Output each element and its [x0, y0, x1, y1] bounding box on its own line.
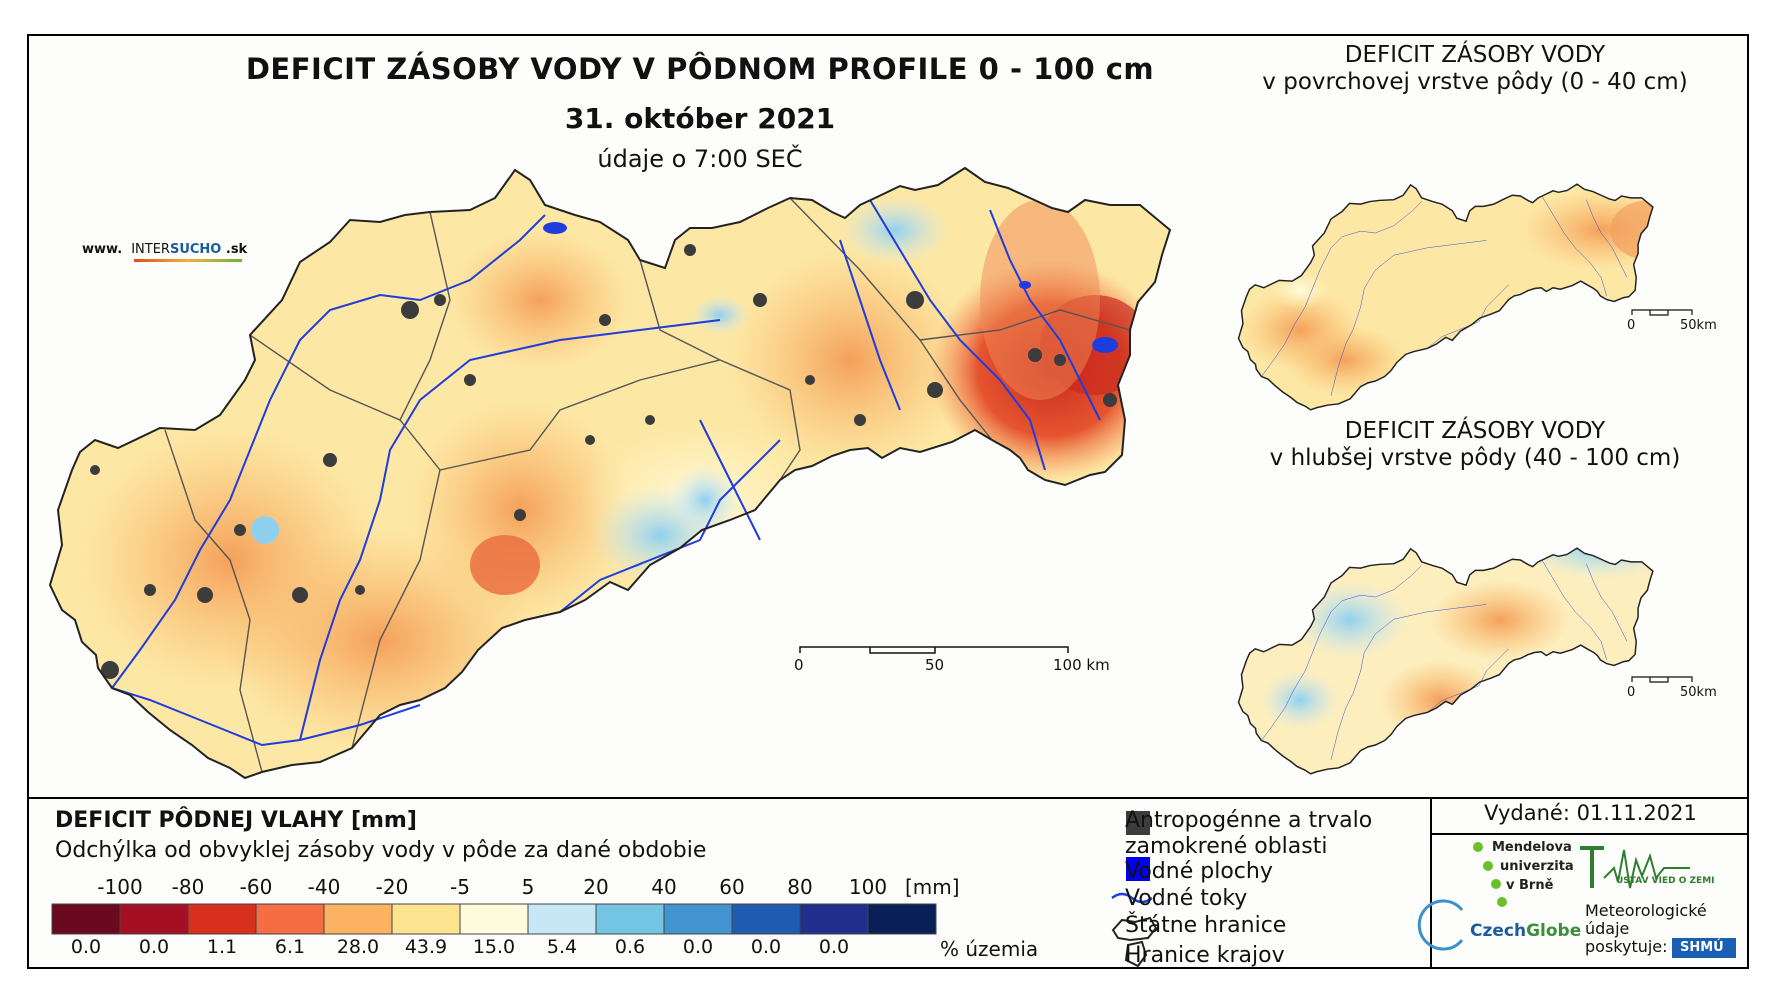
czechglobe-logo: CzechGlobe: [1470, 921, 1582, 941]
inset-bottom-map: [1237, 547, 1654, 775]
legend-percent-label: 0.0: [818, 936, 850, 958]
issued-hline: [1430, 833, 1749, 835]
main-map: [49, 167, 1171, 779]
legend-tick-label: -5: [450, 875, 470, 899]
legend-color-bar: [51, 903, 937, 935]
legend-subtitle: Odchýlka od obvyklej zásoby vody v pôde …: [55, 838, 707, 863]
map-title: DEFICIT ZÁSOBY VODY V PÔDNOM PROFILE 0 -…: [245, 52, 1155, 86]
legend-tick-label: -20: [375, 875, 409, 899]
legend-swatch: [323, 903, 393, 935]
shmu-logo: SHMÚ: [1680, 940, 1724, 955]
shmu-mark: [1672, 938, 1736, 958]
legend-swatch: [527, 903, 597, 935]
meteo-provider: Meteorologické údaje poskytuje:: [1585, 901, 1707, 956]
legend-swatch: [663, 903, 733, 935]
orange-zone-ne: [980, 200, 1100, 400]
map-date: 31. október 2021: [564, 102, 836, 135]
legend-swatch: [867, 903, 937, 935]
legend-swatch: [255, 903, 325, 935]
inset-top-scale: [1631, 309, 1693, 316]
legend-tick-label: -40: [307, 875, 341, 899]
mendel-dots: [1473, 842, 1507, 907]
water-body-swatch: [1126, 857, 1150, 881]
rivers-main: [111, 199, 1101, 747]
legend-swatch: [51, 903, 121, 935]
legend-tick-label: -60: [239, 875, 273, 899]
legend-percent-label: 43.9: [404, 936, 448, 958]
inset-bottom-scale-50: 50km: [1680, 685, 1717, 700]
legend-tick-label: 5: [521, 875, 535, 899]
legend-tick-label: 60: [719, 875, 745, 899]
blue-spot-west: [251, 516, 279, 544]
main-scale-label-0: 0: [794, 656, 804, 674]
legend-tick-label: 80: [787, 875, 813, 899]
website-logo[interactable]: www. INTERSUCHO .sk: [82, 242, 247, 262]
legend-percent-label: 0.6: [614, 936, 646, 958]
urban-areas-main: [90, 244, 1117, 679]
legend-percent-label: 0.0: [138, 936, 170, 958]
mendel-line1: Mendelova: [1492, 840, 1572, 855]
river-swatch: [1111, 892, 1153, 904]
legend-percent-label: 5.4: [546, 936, 578, 958]
inset-top-map: [1237, 183, 1654, 411]
blue-zone-north: [690, 295, 750, 335]
legend-tick-label: 20: [583, 875, 609, 899]
inset-bottom-scale: [1631, 676, 1693, 683]
legend-divider: [27, 797, 1749, 799]
anthropogenic-swatch: [1126, 811, 1150, 835]
legend-percent-label: 0.0: [682, 936, 714, 958]
key-state-border: Štátne hranice: [1125, 913, 1287, 938]
legend-swatch: [459, 903, 529, 935]
region-borders: [164, 197, 1131, 773]
legend-tick-label: 100: [848, 875, 888, 899]
inset-bottom-scale-0: 0: [1627, 685, 1636, 700]
legend-swatch: [731, 903, 801, 935]
key-rivers: Vodné toky: [1125, 886, 1248, 911]
blue-zone-center: [670, 465, 740, 535]
legend-percent-label: 0.0: [750, 936, 782, 958]
legend-swatch: [391, 903, 461, 935]
legend-tick-label: -80: [171, 875, 205, 899]
legend-percent-label: 6.1: [274, 936, 306, 958]
region-border-swatch: [1124, 940, 1148, 968]
legend-percent-label: 15.0: [472, 936, 516, 958]
blue-zone-northeast: [840, 195, 950, 265]
issued-date: Vydané: 01.11.2021: [1484, 801, 1697, 825]
legend-percent-label: 0.0: [70, 936, 102, 958]
inset-top-scale-0: 0: [1627, 318, 1636, 333]
mendel-line2: univerzita: [1500, 859, 1574, 874]
legend-tick-label: 40: [651, 875, 677, 899]
ustav-label: ÚSTAV VIED O ZEMI: [1616, 876, 1715, 886]
red-spot-central: [470, 535, 540, 595]
logo-underline: [134, 259, 242, 262]
legend-tick-label: -100: [97, 875, 143, 899]
legend-title: DEFICIT PÔDNEJ VLAHY [mm]: [55, 808, 417, 833]
inset-bottom-title: DEFICIT ZÁSOBY VODY v hlubšej vrstve pôd…: [1269, 418, 1681, 471]
legend-swatch: [595, 903, 665, 935]
map-time: údaje o 7:00 SEČ: [597, 145, 803, 173]
legend-swatch: [187, 903, 257, 935]
orange-zone-north: [450, 230, 630, 370]
inset-top-title: DEFICIT ZÁSOBY VODY v povrchovej vrstve …: [1262, 42, 1688, 95]
ustav-logo-mark: [1580, 846, 1690, 889]
main-scale-label-50: 50: [925, 656, 945, 674]
inset-top-scale-50: 50km: [1680, 318, 1717, 333]
legend-percent-unit: % územia: [940, 937, 1039, 961]
issued-divider: [1430, 797, 1432, 969]
main-scale-label-100: 100 km: [1053, 656, 1110, 674]
key-water-bodies: Vodné plochy: [1125, 859, 1273, 884]
mendel-line3: v Brně: [1506, 878, 1554, 893]
legend-swatch: [119, 903, 189, 935]
legend-percent-label: 1.1: [206, 936, 238, 958]
legend-percent-label: 28.0: [336, 936, 380, 958]
legend-unit: [mm]: [905, 875, 960, 899]
main-scale-bar: [799, 646, 1069, 654]
key-anthropogenic: Antropogénne a trvalo zamokrené oblasti: [1125, 808, 1373, 859]
key-region-border: Hranice krajov: [1125, 943, 1285, 968]
czechglobe-mark: [1417, 899, 1464, 951]
state-border-swatch: [1111, 916, 1158, 942]
legend-swatch: [799, 903, 869, 935]
water-bodies-main: [543, 222, 1118, 353]
